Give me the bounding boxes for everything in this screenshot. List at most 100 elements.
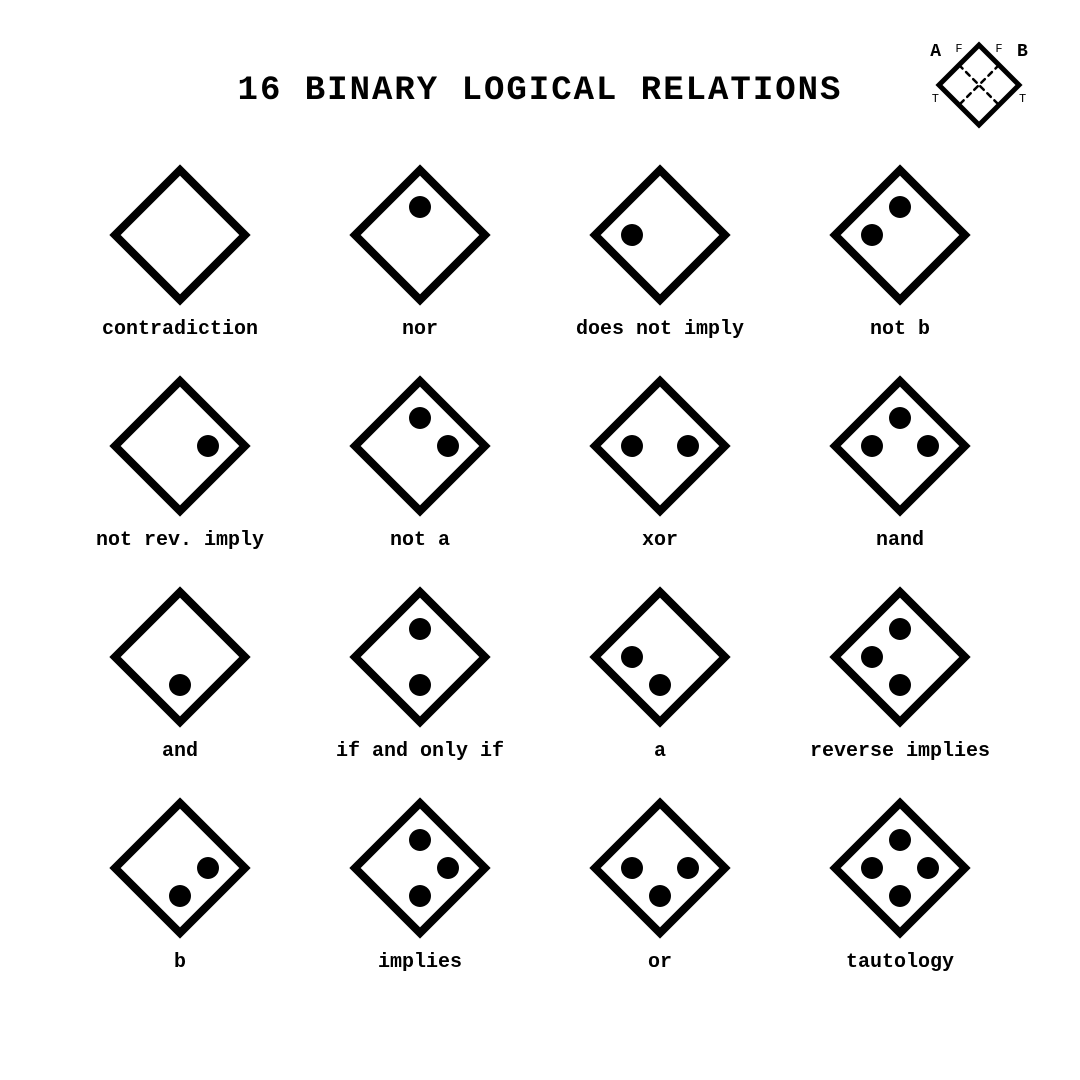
diamond-outline bbox=[355, 170, 485, 300]
legend-diamond-outline bbox=[939, 45, 1019, 125]
diamond-outline bbox=[595, 381, 725, 511]
relation-cell: contradiction bbox=[60, 160, 300, 341]
diamond-outline bbox=[595, 803, 725, 933]
relation-cell: implies bbox=[300, 793, 540, 974]
dot-right bbox=[437, 435, 459, 457]
dot-top bbox=[409, 618, 431, 640]
legend-label: B bbox=[1017, 42, 1028, 62]
relation-label: not rev. imply bbox=[96, 529, 264, 552]
dot-right bbox=[677, 435, 699, 457]
relation-cell: nand bbox=[780, 371, 1020, 552]
relation-label: b bbox=[174, 951, 186, 974]
relation-label: implies bbox=[378, 951, 462, 974]
dot-bottom bbox=[169, 674, 191, 696]
dot-left bbox=[861, 435, 883, 457]
relation-label: xor bbox=[642, 529, 678, 552]
relation-label: reverse implies bbox=[810, 740, 990, 763]
legend-dashed-line bbox=[959, 65, 999, 105]
relation-diamond bbox=[825, 793, 975, 943]
dot-left bbox=[621, 646, 643, 668]
relation-cell: if and only if bbox=[300, 582, 540, 763]
relation-cell: a bbox=[540, 582, 780, 763]
legend-label: T bbox=[932, 92, 939, 106]
dot-top bbox=[409, 829, 431, 851]
diamond-outline bbox=[115, 592, 245, 722]
dot-top bbox=[409, 196, 431, 218]
relation-cell: or bbox=[540, 793, 780, 974]
relation-cell: nor bbox=[300, 160, 540, 341]
relation-label: contradiction bbox=[102, 318, 258, 341]
dot-right bbox=[197, 857, 219, 879]
dot-left bbox=[861, 646, 883, 668]
diamond-outline bbox=[115, 381, 245, 511]
relation-cell: not rev. imply bbox=[60, 371, 300, 552]
diamond-outline bbox=[115, 170, 245, 300]
diamond-outline bbox=[355, 592, 485, 722]
relation-label: if and only if bbox=[336, 740, 504, 763]
diamond-outline bbox=[595, 170, 725, 300]
relation-diamond bbox=[825, 160, 975, 310]
relation-label: and bbox=[162, 740, 198, 763]
dot-bottom bbox=[409, 674, 431, 696]
diamond-outline bbox=[835, 803, 965, 933]
relation-diamond bbox=[105, 371, 255, 521]
relation-diamond bbox=[345, 371, 495, 521]
relation-label: not a bbox=[390, 529, 450, 552]
relation-diamond bbox=[105, 793, 255, 943]
relation-label: tautology bbox=[846, 951, 954, 974]
legend-label: F bbox=[955, 42, 962, 56]
dot-top bbox=[889, 196, 911, 218]
relation-cell: xor bbox=[540, 371, 780, 552]
relation-diamond bbox=[105, 582, 255, 732]
legend-dashed-line bbox=[959, 65, 999, 105]
relation-diamond bbox=[345, 160, 495, 310]
relation-label: nor bbox=[402, 318, 438, 341]
dot-bottom bbox=[649, 885, 671, 907]
legend-diamond: ABFFTT bbox=[914, 20, 1044, 150]
legend-label: F bbox=[995, 42, 1002, 56]
dot-bottom bbox=[649, 674, 671, 696]
dot-right bbox=[197, 435, 219, 457]
relation-cell: not a bbox=[300, 371, 540, 552]
diamond-outline bbox=[835, 592, 965, 722]
relation-diamond bbox=[345, 582, 495, 732]
dot-left bbox=[621, 857, 643, 879]
relation-cell: does not imply bbox=[540, 160, 780, 341]
diamond-outline bbox=[115, 803, 245, 933]
diamond-outline bbox=[355, 803, 485, 933]
legend-label: A bbox=[930, 42, 941, 62]
relation-label: does not imply bbox=[576, 318, 744, 341]
diamond-outline bbox=[355, 381, 485, 511]
dot-left bbox=[621, 224, 643, 246]
relation-diamond bbox=[585, 582, 735, 732]
relation-diamond bbox=[345, 793, 495, 943]
dot-left bbox=[861, 857, 883, 879]
relation-label: or bbox=[648, 951, 672, 974]
dot-right bbox=[917, 857, 939, 879]
dot-bottom bbox=[169, 885, 191, 907]
dot-bottom bbox=[409, 885, 431, 907]
dot-left bbox=[861, 224, 883, 246]
dot-left bbox=[621, 435, 643, 457]
relation-cell: tautology bbox=[780, 793, 1020, 974]
relation-label: a bbox=[654, 740, 666, 763]
relation-cell: not b bbox=[780, 160, 1020, 341]
relation-diamond bbox=[585, 160, 735, 310]
dot-bottom bbox=[889, 674, 911, 696]
legend-svg: ABFFTT bbox=[914, 20, 1044, 150]
dot-right bbox=[677, 857, 699, 879]
dot-right bbox=[917, 435, 939, 457]
relation-cell: b bbox=[60, 793, 300, 974]
diamond-outline bbox=[835, 170, 965, 300]
dot-top bbox=[889, 618, 911, 640]
relation-diamond bbox=[825, 371, 975, 521]
relation-cell: and bbox=[60, 582, 300, 763]
dot-top bbox=[889, 829, 911, 851]
diamond-outline bbox=[595, 592, 725, 722]
diamond-outline bbox=[835, 381, 965, 511]
relation-diamond bbox=[105, 160, 255, 310]
relation-label: nand bbox=[876, 529, 924, 552]
dot-top bbox=[409, 407, 431, 429]
dot-right bbox=[437, 857, 459, 879]
relation-diamond bbox=[825, 582, 975, 732]
